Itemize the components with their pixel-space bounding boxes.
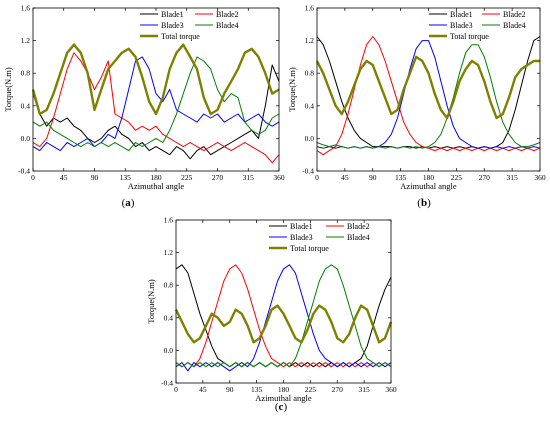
x-tick-label: 0 <box>315 173 319 182</box>
x-tick-label: 45 <box>199 385 207 394</box>
legend-entry: Blade3 <box>161 21 184 30</box>
y-tick-label: 1.2 <box>305 36 315 45</box>
y-tick-label: 0.0 <box>21 134 31 143</box>
y-tick-label: 1.6 <box>21 4 31 13</box>
y-axis-label: Torque(N.m) <box>287 67 297 112</box>
series-line-blade2 <box>175 264 392 368</box>
legend-entry: Blade3 <box>450 21 473 30</box>
y-tick-label: -0.4 <box>161 379 173 388</box>
panel-label: (a) <box>122 197 135 209</box>
y-tick-label: 1.6 <box>305 4 315 13</box>
y-tick-label: 0.0 <box>164 346 174 355</box>
x-tick-label: 360 <box>273 173 285 182</box>
series-line-blade3 <box>175 264 392 372</box>
panel-label: (b) <box>417 197 431 209</box>
y-tick-label: 0.8 <box>305 69 315 78</box>
y-tick-label: 0.8 <box>21 69 31 78</box>
legend-entry: Blade1 <box>450 10 473 19</box>
x-tick-label: 270 <box>332 385 344 394</box>
legend-entry: Total torque <box>290 244 329 253</box>
x-tick-label: 225 <box>451 173 463 182</box>
x-tick-label: 135 <box>251 385 263 394</box>
x-tick-label: 225 <box>181 173 193 182</box>
legend-entry: Blade4 <box>503 21 526 30</box>
series-line-blade3 <box>32 56 280 152</box>
series-line-blade4 <box>316 44 541 149</box>
x-axis-label: Azimuthal angle <box>400 181 457 191</box>
chart-panel-1: 0 45 90 135 180 225 270 315 360 -0.4 0.0 0.4 0.8 1.2 1… <box>287 4 546 210</box>
legend-entry: Blade2 <box>503 10 526 19</box>
y-tick-label: 0.0 <box>305 134 315 143</box>
x-tick-label: 45 <box>60 173 68 182</box>
legend-entry: Total torque <box>161 32 200 41</box>
y-tick-label: 1.2 <box>164 248 174 257</box>
y-tick-label: 1.6 <box>164 216 174 225</box>
x-tick-label: 90 <box>369 173 377 182</box>
legend-entry: Blade4 <box>216 21 239 30</box>
x-tick-label: 180 <box>278 385 290 394</box>
series-line-blade1 <box>32 64 280 160</box>
x-tick-label: 315 <box>507 173 519 182</box>
y-tick-label: 0.4 <box>21 101 31 110</box>
x-tick-label: 45 <box>341 173 349 182</box>
x-tick-label: 270 <box>479 173 491 182</box>
legend-entry: Blade2 <box>347 222 370 231</box>
y-tick-label: -0.4 <box>302 167 314 176</box>
chart-panel-2: 0 45 90 135 180 225 270 315 360 -0.4 0.0 0.4 0.8 1.2 1… <box>146 216 397 414</box>
series-line-total-torque <box>31 43 280 116</box>
series-line-blade4 <box>32 56 280 152</box>
legend-entry: Blade1 <box>290 222 313 231</box>
x-tick-label: 180 <box>150 173 162 182</box>
legend-entry: Total torque <box>450 32 489 41</box>
y-axis-label: Torque(N.m) <box>3 67 13 112</box>
legend-entry: Blade3 <box>290 233 313 242</box>
x-tick-label: 90 <box>226 385 234 394</box>
x-tick-label: 180 <box>423 173 435 182</box>
x-axis-label: Azimuthal angle <box>255 393 312 403</box>
x-tick-label: 90 <box>91 173 99 182</box>
y-tick-label: 0.4 <box>305 101 315 110</box>
y-tick-label: -0.4 <box>18 167 30 176</box>
y-axis-label: Torque(N.m) <box>146 279 156 324</box>
series-line-total-torque <box>315 55 540 120</box>
x-tick-label: 315 <box>359 385 371 394</box>
series-line-blade4 <box>175 264 392 368</box>
legend-entry: Blade4 <box>347 233 370 242</box>
legend-entry: Blade2 <box>216 10 239 19</box>
y-tick-label: 0.4 <box>164 313 174 322</box>
x-tick-label: 360 <box>534 173 546 182</box>
chart-panel-0: 0 45 90 135 180 225 270 315 360 -0.4 0.0 0.4 0.8 1.2 1… <box>3 4 285 210</box>
y-tick-label: 0.8 <box>164 281 174 290</box>
legend-entry: Blade1 <box>161 10 184 19</box>
x-tick-label: 225 <box>305 385 317 394</box>
series-line-total-torque <box>174 304 393 344</box>
panel-label: (c) <box>275 401 288 413</box>
y-tick-label: 1.2 <box>21 36 31 45</box>
x-tick-label: 0 <box>174 385 178 394</box>
plot-frame <box>175 219 392 384</box>
x-tick-label: 0 <box>31 173 35 182</box>
x-tick-label: 270 <box>212 173 224 182</box>
x-tick-label: 315 <box>243 173 255 182</box>
x-tick-label: 135 <box>395 173 407 182</box>
x-tick-label: 360 <box>385 385 397 394</box>
series-line-blade2 <box>32 52 280 164</box>
x-tick-label: 135 <box>120 173 132 182</box>
x-axis-label: Azimuthal angle <box>128 181 185 191</box>
